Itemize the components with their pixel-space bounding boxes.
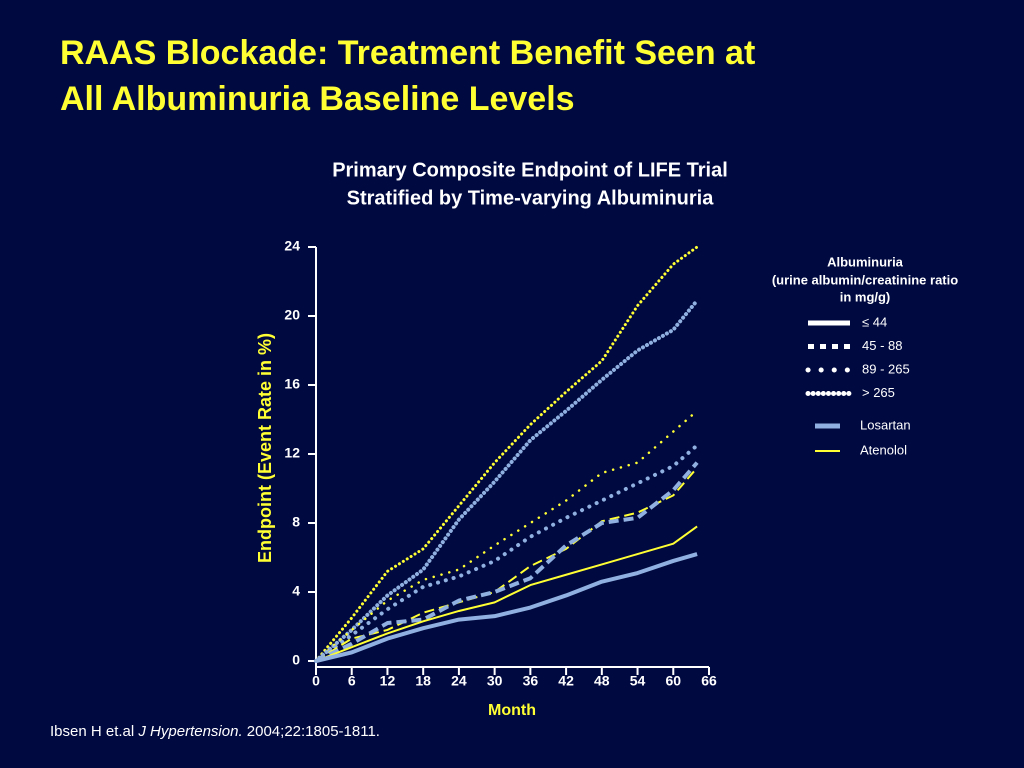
legend-label: > 265	[862, 385, 895, 400]
series-line	[314, 245, 699, 663]
legend-title: Albuminuria	[827, 254, 904, 269]
citation-journal: J Hypertension.	[137, 723, 242, 740]
series-line	[314, 409, 699, 663]
legend-title: in mg/g)	[840, 289, 891, 304]
chart-title: Stratified by Time-varying Albuminuria	[347, 187, 715, 209]
y-tick-label: 12	[284, 445, 300, 461]
x-tick-label: 42	[558, 673, 574, 689]
x-tick-label: 0	[312, 673, 320, 689]
y-tick-label: 8	[292, 514, 300, 530]
x-tick-label: 6	[348, 673, 356, 689]
legend-label: 89 - 265	[862, 361, 910, 376]
x-tick-label: 54	[630, 673, 646, 689]
x-tick-label: 12	[380, 673, 396, 689]
y-axis-label: Endpoint (Event Rate in %)	[255, 333, 275, 563]
legend-label: Losartan	[860, 417, 911, 432]
series-line	[314, 298, 700, 663]
series-line	[315, 461, 699, 663]
series-line	[315, 552, 698, 663]
y-tick-label: 4	[292, 583, 300, 599]
y-tick-label: 24	[284, 238, 300, 254]
series-line	[314, 443, 700, 663]
slide-title: RAAS Blockade: Treatment Benefit Seen at	[60, 34, 755, 72]
x-tick-label: 48	[594, 673, 610, 689]
y-tick-label: 20	[284, 307, 300, 323]
x-tick-label: 36	[523, 673, 539, 689]
x-tick-label: 66	[701, 673, 717, 689]
x-tick-label: 30	[487, 673, 503, 689]
citation-part: Ibsen H et.al	[50, 723, 138, 740]
chart-title: Primary Composite Endpoint of LIFE Trial	[332, 159, 728, 181]
citation-part: 2004;22:1805-1811.	[243, 723, 380, 740]
citation: Ibsen H et.al J Hypertension. 2004;22:18…	[50, 723, 380, 740]
y-tick-label: 16	[284, 376, 300, 392]
legend-label: ≤ 44	[862, 314, 887, 329]
x-tick-label: 60	[665, 673, 681, 689]
slide-title: All Albuminuria Baseline Levels	[60, 80, 575, 118]
y-tick-label: 0	[292, 652, 300, 668]
legend-label: Atenolol	[860, 442, 907, 457]
series-line	[315, 525, 698, 662]
legend-label: 45 - 88	[862, 338, 902, 353]
series-line	[315, 467, 698, 662]
legend-title: (urine albumin/creatinine ratio	[772, 272, 958, 287]
x-tick-label: 18	[415, 673, 431, 689]
x-tick-label: 24	[451, 673, 467, 689]
x-axis-label: Month	[488, 702, 536, 719]
